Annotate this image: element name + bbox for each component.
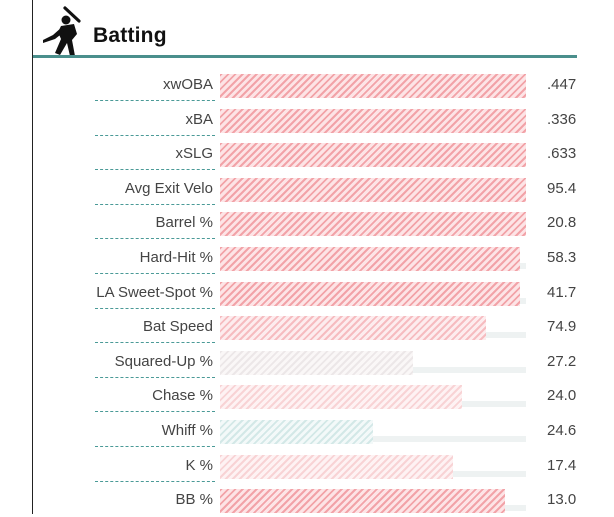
metric-label: xSLG	[175, 145, 213, 163]
metric-row: xwOBA .447	[33, 67, 613, 102]
percentile-bar	[220, 316, 486, 341]
metric-row: K % 17.4	[33, 448, 613, 483]
percentile-bar	[220, 281, 520, 306]
percentile-bar	[220, 246, 520, 271]
metric-value: .336	[547, 110, 577, 128]
row-separator	[95, 238, 215, 240]
percentile-bar	[220, 350, 413, 375]
row-separator	[95, 307, 215, 309]
percentile-bar	[220, 143, 526, 168]
header-rule	[33, 55, 577, 58]
metric-label: Hard-Hit %	[139, 248, 213, 266]
metric-value: 95.4	[547, 179, 577, 197]
metric-label: Bat Speed	[142, 318, 213, 336]
percentile-bar	[220, 419, 373, 444]
percentile-bar	[220, 74, 526, 98]
metric-row: xSLG .633	[33, 136, 613, 171]
metrics-list: xwOBA .447 xBA .336 xSLG .633 Avg Exit Velo 95.…	[33, 67, 613, 517]
metric-value: 74.9	[547, 318, 577, 336]
row-separator	[95, 203, 215, 205]
row-separator	[95, 376, 215, 378]
row-separator	[95, 272, 215, 274]
row-separator	[95, 480, 215, 482]
metric-value: 24.0	[547, 387, 577, 405]
metric-row: LA Sweet-Spot % 41.7	[33, 275, 613, 310]
metric-label: Avg Exit Velo	[124, 179, 213, 197]
metric-row: Barrel % 20.8	[33, 205, 613, 240]
metric-label: Chase %	[152, 387, 213, 405]
section-header: Batting	[33, 0, 577, 58]
metric-value: 24.6	[547, 421, 577, 439]
metric-row: Whiff % 24.6	[33, 413, 613, 448]
batting-panel: Batting xwOBA .447 xBA .336 xSLG .633 Avg Exit…	[32, 0, 614, 514]
metric-value: 17.4	[547, 456, 577, 474]
metric-label: xBA	[185, 110, 213, 128]
metric-value: .447	[547, 76, 577, 93]
metric-label: K %	[185, 456, 213, 474]
percentile-bar	[220, 489, 505, 514]
row-separator	[95, 342, 215, 344]
row-separator	[95, 134, 215, 136]
batter-silhouette-icon	[43, 6, 81, 56]
percentile-bar	[220, 385, 462, 410]
metric-label: Barrel %	[155, 214, 213, 232]
metric-value: .633	[547, 145, 577, 163]
metric-row: BB % 13.0	[33, 482, 613, 517]
percentile-track	[220, 435, 526, 442]
percentile-bar	[220, 454, 453, 479]
row-separator	[95, 411, 215, 413]
metric-row: Hard-Hit % 58.3	[33, 240, 613, 275]
section-title: Batting	[93, 24, 167, 47]
metric-value: 27.2	[547, 352, 577, 370]
metric-row: Chase % 24.0	[33, 378, 613, 413]
metric-row: Squared-Up % 27.2	[33, 344, 613, 379]
row-separator	[95, 100, 215, 101]
metric-label: LA Sweet-Spot %	[96, 283, 213, 301]
metric-label: BB %	[175, 491, 213, 509]
metric-row: xBA .336	[33, 102, 613, 137]
metric-label: Whiff %	[161, 421, 213, 439]
metric-value: 13.0	[547, 491, 577, 509]
percentile-bar	[220, 108, 526, 133]
metric-value: 58.3	[547, 248, 577, 266]
metric-value: 41.7	[547, 283, 577, 301]
row-separator	[95, 169, 215, 171]
metric-label: xwOBA	[162, 76, 213, 93]
percentile-bar	[220, 177, 526, 202]
metric-value: 20.8	[547, 214, 577, 232]
row-separator	[95, 445, 215, 447]
metric-label: Squared-Up %	[114, 352, 213, 370]
metric-row: Bat Speed 74.9	[33, 309, 613, 344]
metric-row: Avg Exit Velo 95.4	[33, 171, 613, 206]
percentile-bar	[220, 212, 526, 237]
